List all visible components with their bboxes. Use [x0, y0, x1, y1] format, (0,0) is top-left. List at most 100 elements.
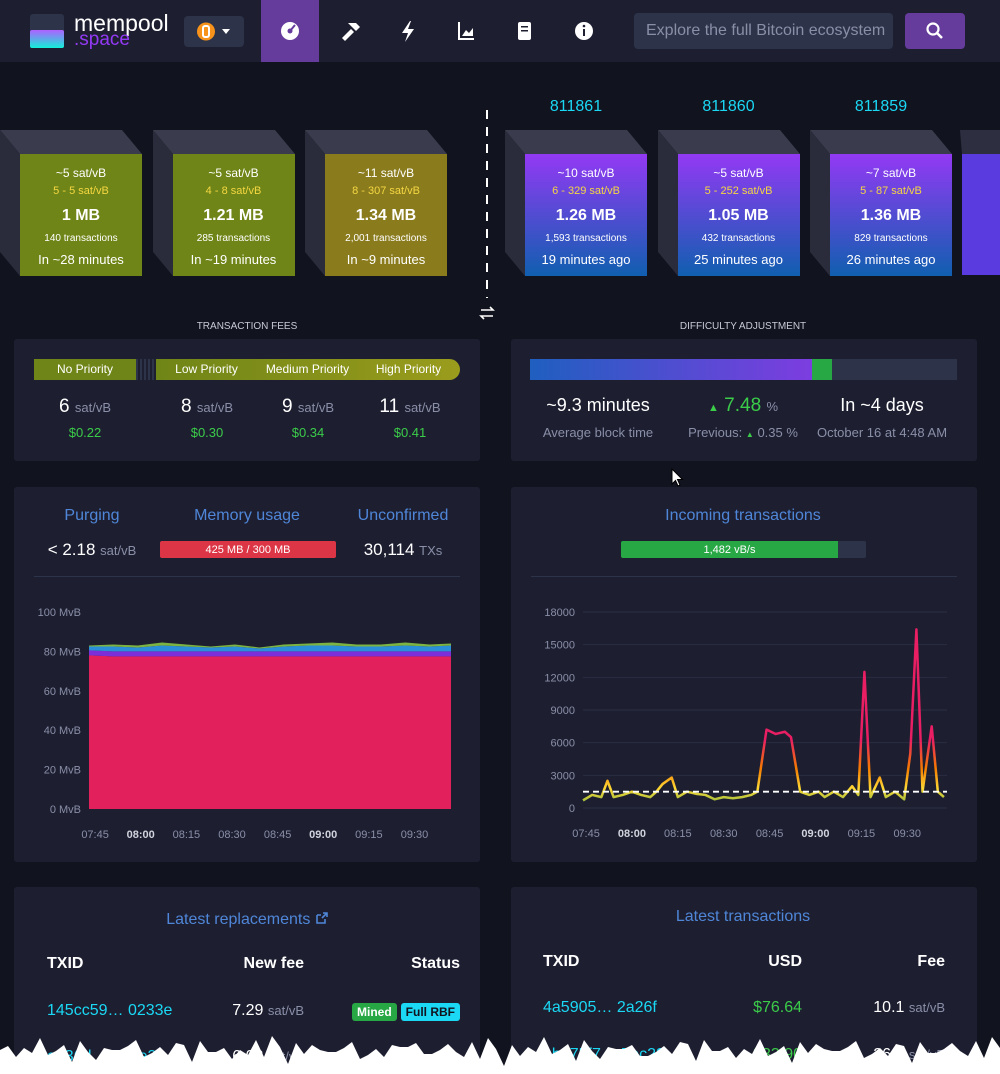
fee-unit: sat/vB: [908, 1000, 945, 1015]
difficulty-progress: [530, 359, 812, 380]
swap-icon: [479, 306, 495, 320]
badge: Mined: [352, 1003, 397, 1021]
rate-fill: [621, 541, 838, 558]
block-txs: 285 transactions: [196, 233, 271, 244]
divider: [34, 576, 460, 577]
fee-unit: sat/vB: [908, 1047, 945, 1062]
fee-rate-unit: sat/vB: [404, 400, 441, 415]
card-title: Incoming transactions: [665, 507, 821, 524]
block-fee: ~5 sat/vB: [55, 166, 107, 180]
block-txs: 2,001 transactions: [345, 233, 427, 244]
eta-caption: October 16 at 4:48 AM: [816, 425, 948, 440]
fee-rate-unit: sat/vB: [196, 400, 233, 415]
block[interactable]: ~5 sat/vB 5 - 252 sat/vB 1.05 MB 432 transa…: [657, 130, 800, 276]
block-fee: ~10 sat/vB: [557, 166, 615, 180]
previous-value: 0.35: [757, 425, 783, 440]
block-time: ~9.3 minutes: [546, 395, 650, 415]
fee-rate-value: 11: [379, 396, 400, 417]
block-shape: [810, 130, 952, 276]
fee-cell: 7.29 sat/vB: [184, 1002, 304, 1020]
block-shape: [305, 130, 447, 276]
block[interactable]: ~11 sat/vB 8 - 307 sat/vB 1.34 MB 2,001 tra…: [305, 130, 447, 276]
fee-rate-unit: sat/vB: [297, 400, 334, 415]
purging-value: < 2.18: [47, 540, 96, 559]
fee-usd: $0.41: [393, 425, 427, 440]
difficulty-card: ~9.3 minutes Average block time ▲ 7.48 %…: [511, 339, 977, 461]
block-range: 5 - 5 sat/vB: [53, 185, 109, 197]
block-height: 811860: [702, 98, 755, 115]
network-selector[interactable]: [184, 16, 244, 47]
unconfirmed-value: 30,114: [363, 540, 415, 559]
search-placeholder: Explore the full Bitcoin ecosystem: [646, 22, 886, 39]
logo-text[interactable]: mempool: [74, 10, 169, 36]
table-header: Fee: [917, 953, 945, 970]
table-header: TXID: [543, 953, 580, 970]
change-value: 7.48: [724, 395, 762, 416]
logo-subtext[interactable]: .space: [74, 29, 130, 50]
table-header: Status: [411, 955, 460, 972]
block-fee: ~5 sat/vB: [208, 166, 259, 180]
block-height: 811859: [854, 98, 908, 115]
fee-cell: 26.3 sat/vB: [825, 1046, 945, 1064]
fee-rate: 6 sat/vB: [25, 396, 145, 418]
block-range: 5 - 87 sat/vB: [860, 185, 922, 197]
stat-label: Purging: [64, 507, 120, 524]
block-fee: ~7 sat/vB: [865, 166, 917, 180]
block-range: 8 - 307 sat/vB: [352, 185, 420, 197]
previous: Previous: ▲ 0.35 %: [688, 425, 798, 440]
fee-cell: 6.03 sat/vB: [184, 1048, 304, 1066]
fee-bar: [156, 359, 460, 380]
txid[interactable]: 1b875f7… 7ec23: [543, 1046, 665, 1063]
eta: In ~4 days: [840, 395, 924, 415]
block-range: 6 - 329 sat/vB: [552, 185, 620, 197]
partial-block: [960, 130, 1000, 275]
block-time: In ~28 minutes: [38, 252, 124, 267]
usd: $76.64: [753, 999, 802, 1016]
block-time: 19 minutes ago: [541, 252, 631, 267]
fee-rate-value: 8: [181, 396, 192, 417]
block-size: 1.36 MB: [860, 207, 922, 224]
card-title[interactable]: Latest replacements: [97, 911, 397, 929]
fee-bar-none: [34, 359, 136, 380]
fees-card: [14, 339, 480, 461]
previous-caption: Previous:: [688, 425, 743, 440]
nav-icons[interactable]: [260, 0, 620, 62]
unconfirmed-unit: TXs: [419, 543, 443, 558]
block[interactable]: ~5 sat/vB 4 - 8 sat/vB 1.21 MB 285 transact…: [152, 130, 295, 276]
fee: 10.1: [873, 999, 905, 1016]
status-cell: Mined Full RBF: [300, 1003, 460, 1021]
block-time: In ~19 minutes: [190, 252, 277, 267]
badge: Full RBF: [400, 1003, 460, 1021]
replacements-title[interactable]: Latest replacements: [166, 911, 311, 928]
block[interactable]: ~7 sat/vB 5 - 87 sat/vB 1.36 MB 829 transac…: [810, 130, 952, 276]
block-size: 1 MB: [61, 207, 101, 224]
txid[interactable]: 4a5905… 2a26f: [543, 999, 657, 1016]
fee-rate: 11 sat/vB: [350, 396, 470, 418]
txid[interactable]: 145cc59… 0233e: [47, 1002, 173, 1019]
block-txs: 432 transactions: [701, 233, 776, 244]
fee: 7.29: [232, 1002, 264, 1019]
block[interactable]: ~10 sat/vB 6 - 329 sat/vB 1.26 MB 1,593 tra…: [505, 130, 647, 276]
change-unit: %: [766, 399, 778, 414]
block-size: 1.21 MB: [203, 207, 264, 224]
fee-level-name: High Priority: [375, 362, 442, 376]
block-fee: ~5 sat/vB: [713, 166, 764, 180]
block[interactable]: ~5 sat/vB 5 - 5 sat/vB 1 MB 140 transaction…: [0, 130, 142, 276]
card-title: Latest transactions: [675, 908, 811, 925]
block-time: 25 minutes ago: [694, 252, 783, 267]
fee-level-name: No Priority: [56, 362, 113, 376]
fee-usd: $0.30: [190, 425, 224, 440]
fee-unit: sat/vB: [267, 1003, 304, 1018]
divider: [531, 576, 957, 577]
fee-rate-unit: sat/vB: [74, 400, 111, 415]
stat-value: < 2.18 sat/vB: [17, 540, 167, 560]
search-box[interactable]: Explore the full Bitcoin ecosystem: [634, 13, 893, 49]
block-size: 1.26 MB: [555, 207, 617, 224]
logo-icon[interactable]: [30, 14, 66, 50]
fee-rate-value: 9: [282, 396, 293, 417]
txid[interactable]: ae36d… 1b1e3: [47, 1048, 157, 1065]
stat-label: Memory usage: [194, 507, 300, 524]
cursor: [671, 467, 684, 487]
search-button[interactable]: [905, 13, 965, 49]
